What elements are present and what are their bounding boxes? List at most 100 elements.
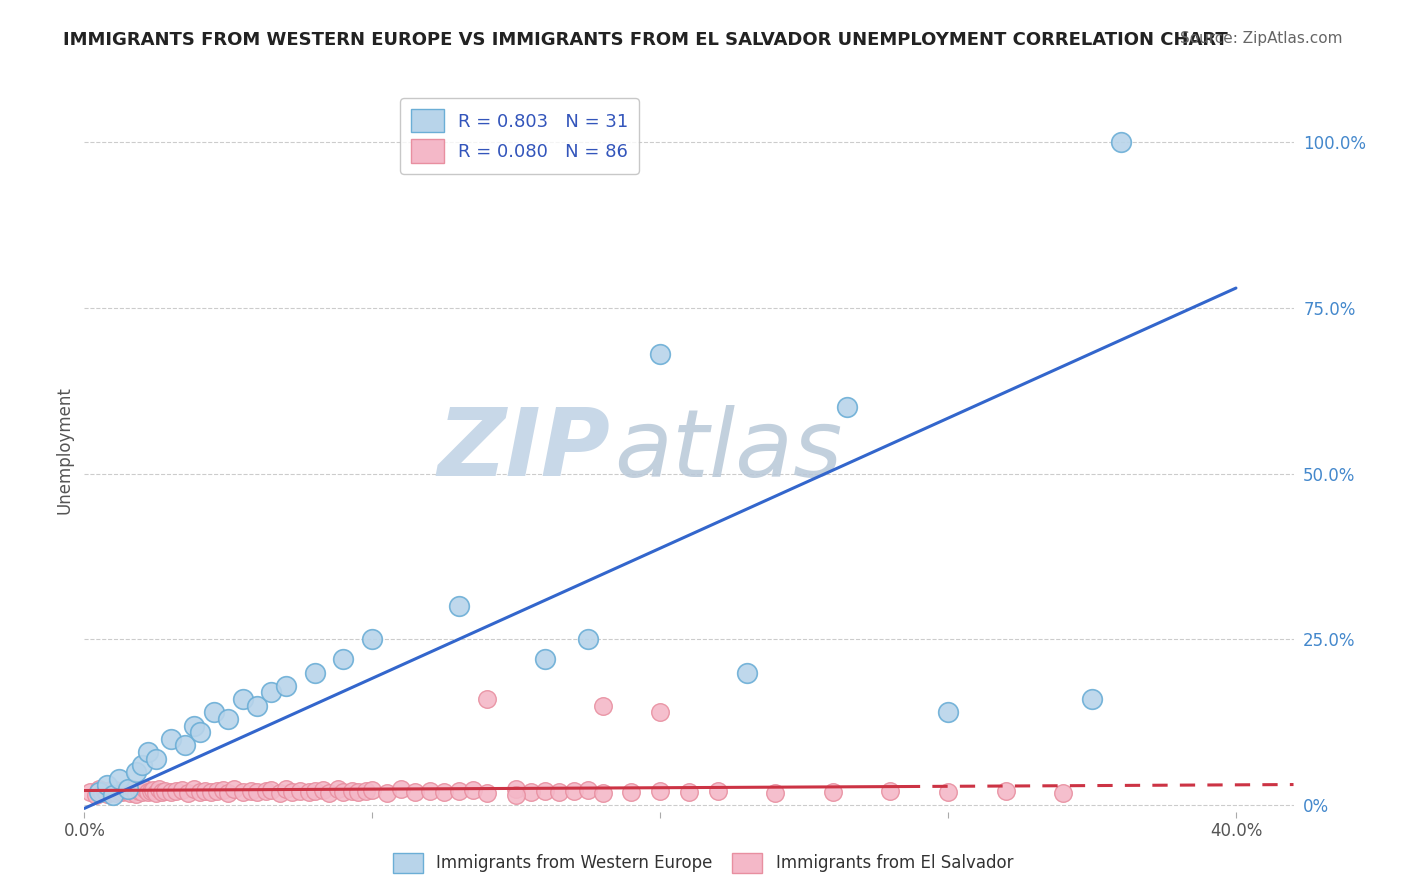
Point (205, 784, 228, 798)
Point (298, 785, 321, 799)
Point (159, 785, 181, 799)
Point (125, 764, 148, 779)
Point (183, 782, 205, 797)
Point (576, 782, 599, 797)
Point (153, 783, 176, 797)
Point (519, 785, 541, 799)
Point (706, 784, 728, 798)
Point (194, 783, 217, 797)
Y-axis label: Unemployment: Unemployment (55, 386, 73, 515)
Point (592, 786, 614, 800)
Point (145, 786, 167, 800)
Point (90, 786, 112, 800)
Point (217, 712, 239, 726)
Point (87, 781, 110, 796)
Point (389, 782, 412, 797)
Point (134, 781, 156, 796)
Point (111, 785, 134, 799)
Point (108, 772, 131, 786)
Point (172, 782, 194, 797)
Point (79, 785, 101, 799)
Point (183, 718, 205, 732)
Point (505, 788, 527, 802)
Point (131, 758, 153, 772)
Point (240, 783, 263, 797)
Point (763, 786, 786, 800)
Text: ZIP: ZIP (437, 404, 610, 497)
Point (159, 731, 181, 746)
Point (576, 632, 599, 647)
Point (246, 698, 269, 713)
Point (114, 784, 136, 798)
Point (936, 706, 959, 720)
Point (246, 785, 269, 799)
Point (269, 786, 291, 800)
Point (122, 782, 145, 797)
Point (447, 784, 470, 798)
Point (260, 782, 283, 797)
Point (548, 785, 571, 799)
Point (150, 785, 173, 799)
Point (131, 785, 153, 799)
Point (477, 786, 499, 800)
Point (312, 782, 335, 797)
Point (260, 685, 283, 699)
Text: atlas: atlas (614, 405, 842, 496)
Point (620, 785, 643, 799)
Point (174, 739, 197, 753)
Point (879, 783, 901, 797)
Point (1052, 786, 1074, 800)
Point (101, 781, 124, 796)
Point (148, 782, 170, 797)
Point (96, 788, 118, 802)
Point (821, 785, 844, 799)
Point (274, 679, 297, 693)
Point (232, 785, 254, 799)
Point (188, 785, 211, 799)
Point (318, 786, 340, 800)
Legend: R = 0.803   N = 31, R = 0.080   N = 86: R = 0.803 N = 31, R = 0.080 N = 86 (401, 98, 640, 174)
Point (120, 786, 142, 800)
Point (84, 788, 107, 802)
Point (332, 785, 354, 799)
Point (461, 782, 484, 797)
Point (217, 786, 239, 800)
Point (188, 725, 211, 739)
Legend: Immigrants from Western Europe, Immigrants from El Salvador: Immigrants from Western Europe, Immigran… (387, 847, 1019, 880)
Point (340, 783, 363, 797)
Point (101, 788, 124, 802)
Point (232, 692, 254, 706)
Point (650, 347, 672, 361)
Point (326, 782, 349, 797)
Point (332, 652, 354, 666)
Point (96, 778, 118, 792)
Point (361, 782, 384, 797)
Point (202, 706, 225, 720)
Point (447, 599, 470, 614)
Point (936, 785, 959, 799)
Point (592, 698, 614, 713)
Point (280, 785, 302, 799)
Point (404, 785, 426, 799)
Point (837, 401, 859, 415)
Point (117, 782, 139, 797)
Point (145, 752, 167, 766)
Point (650, 706, 672, 720)
Point (128, 783, 150, 797)
Point (375, 786, 398, 800)
Point (735, 665, 758, 680)
Point (433, 785, 456, 799)
Point (98, 785, 121, 799)
Point (93, 783, 115, 797)
Point (222, 782, 245, 797)
Point (142, 782, 165, 797)
Point (125, 788, 148, 802)
Text: IMMIGRANTS FROM WESTERN EUROPE VS IMMIGRANTS FROM EL SALVADOR UNEMPLOYMENT CORRE: IMMIGRANTS FROM WESTERN EUROPE VS IMMIGR… (63, 31, 1227, 49)
Point (361, 632, 384, 647)
Point (254, 784, 277, 798)
Point (136, 745, 159, 759)
Point (274, 782, 297, 797)
Point (678, 785, 700, 799)
Point (304, 665, 326, 680)
Point (419, 783, 441, 797)
